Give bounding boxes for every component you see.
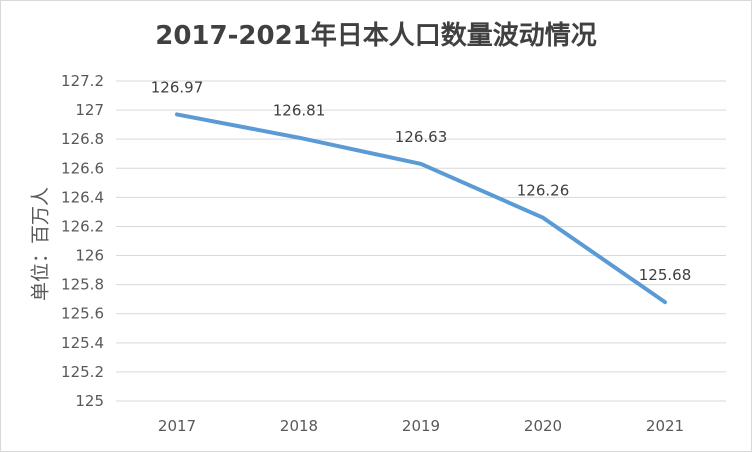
x-tick-label: 2020 xyxy=(524,417,562,435)
data-label: 126.81 xyxy=(273,102,326,120)
data-label: 125.68 xyxy=(639,266,692,284)
y-tick-labels: 125 125.2 125.4 125.6 125.8 126 126.2 126.4 126.… xyxy=(61,72,104,410)
y-tick-label: 126.6 xyxy=(61,159,104,177)
data-label: 126.97 xyxy=(151,78,204,96)
y-tick-label: 127 xyxy=(75,101,104,119)
x-tick-label: 2018 xyxy=(280,417,318,435)
x-tick-label: 2017 xyxy=(158,417,196,435)
y-tick-label: 126.8 xyxy=(61,130,104,148)
y-tick-label: 126.4 xyxy=(61,188,104,206)
data-labels: 126.97 126.81 126.63 126.26 125.68 xyxy=(151,78,692,284)
x-tick-label: 2019 xyxy=(402,417,440,435)
y-tick-label: 125.6 xyxy=(61,305,104,323)
y-tick-label: 127.2 xyxy=(61,72,104,90)
y-tick-label: 125.4 xyxy=(61,334,104,352)
y-tick-label: 125.2 xyxy=(61,363,104,381)
data-label: 126.26 xyxy=(517,182,570,200)
data-label: 126.63 xyxy=(395,128,448,146)
x-tick-labels: 2017 2018 2019 2020 2021 xyxy=(158,417,684,435)
series-line xyxy=(175,112,667,305)
y-tick-label: 126 xyxy=(75,247,104,265)
chart-title: 2017-2021年日本人口数量波动情况 xyxy=(155,21,597,51)
gridlines xyxy=(116,80,726,402)
y-tick-label: 125 xyxy=(75,392,104,410)
series-group xyxy=(175,112,667,305)
x-tick-label: 2021 xyxy=(646,417,684,435)
y-tick-label: 125.8 xyxy=(61,276,104,294)
y-tick-label: 126.2 xyxy=(61,217,104,235)
